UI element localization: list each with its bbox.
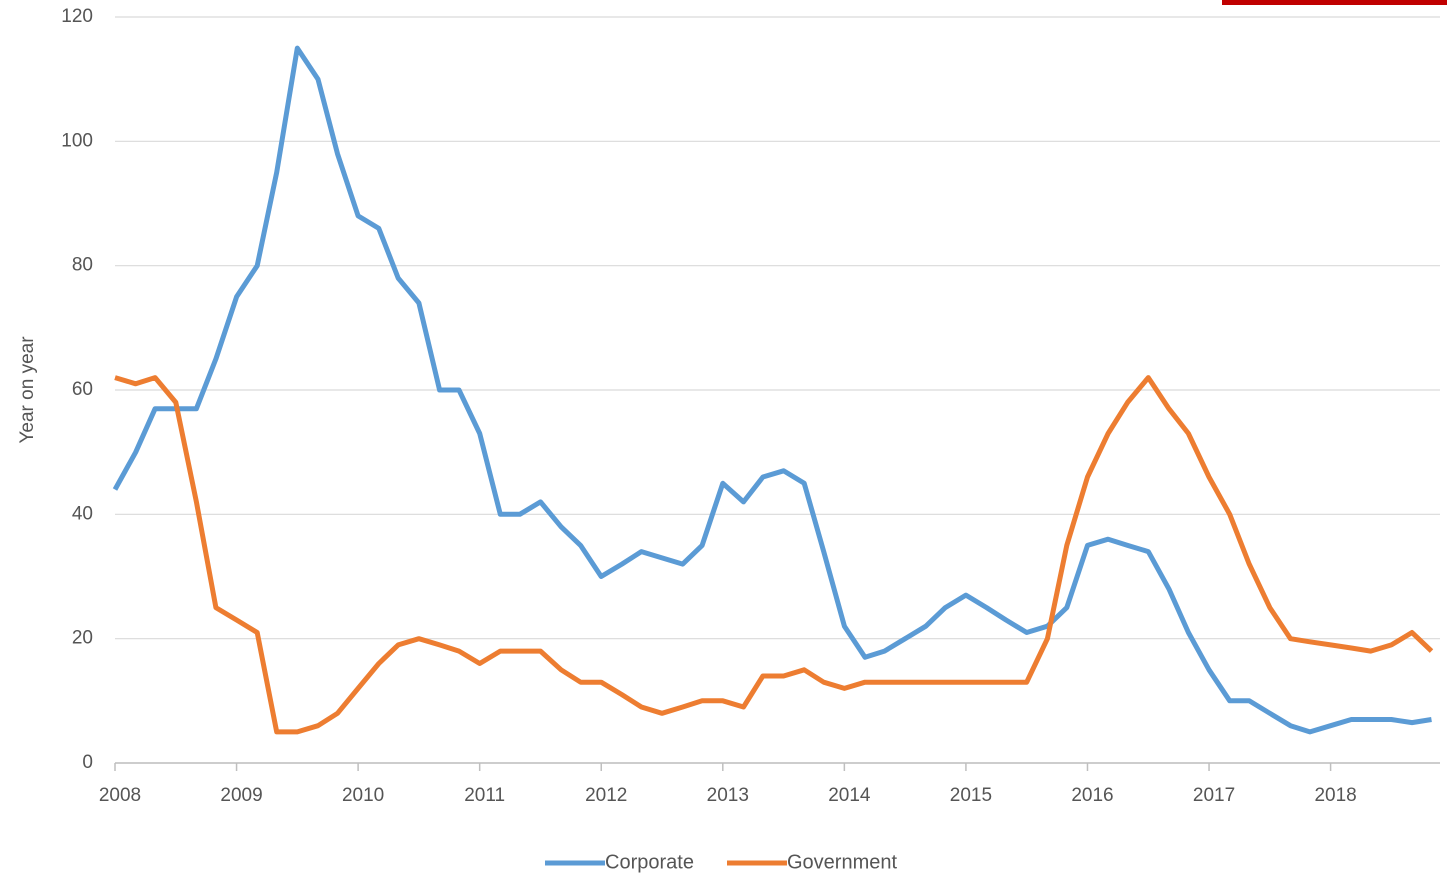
x-tick-label: 2014 bbox=[828, 785, 871, 806]
legend-label: Government bbox=[787, 851, 897, 873]
y-tick-label: 80 bbox=[72, 255, 93, 276]
x-tick-label: 2018 bbox=[1314, 785, 1356, 806]
x-tick-label: 2016 bbox=[1071, 785, 1113, 806]
x-tick-label: 2009 bbox=[220, 785, 262, 806]
x-tick-label: 2017 bbox=[1193, 785, 1235, 806]
y-tick-label: 40 bbox=[72, 503, 93, 524]
x-tick-label: 2012 bbox=[585, 785, 627, 806]
x-tick-label: 2008 bbox=[99, 785, 141, 806]
y-tick-label: 60 bbox=[72, 379, 93, 400]
y-tick-label: 20 bbox=[72, 628, 93, 649]
y-axis-label: Year on year bbox=[17, 336, 38, 444]
x-tick-label: 2011 bbox=[464, 785, 505, 806]
decoration bbox=[1222, 0, 1447, 5]
legend-label: Corporate bbox=[605, 851, 694, 873]
y-tick-label: 0 bbox=[82, 752, 93, 773]
x-tick-label: 2015 bbox=[950, 785, 992, 806]
data-line bbox=[112, 45, 1432, 735]
y-tick-label: 120 bbox=[61, 6, 93, 27]
data-line bbox=[114, 375, 1434, 735]
y-tick-label: 100 bbox=[61, 130, 93, 151]
x-tick-label: 2010 bbox=[342, 785, 384, 806]
x-tick-label: 2013 bbox=[707, 785, 749, 806]
